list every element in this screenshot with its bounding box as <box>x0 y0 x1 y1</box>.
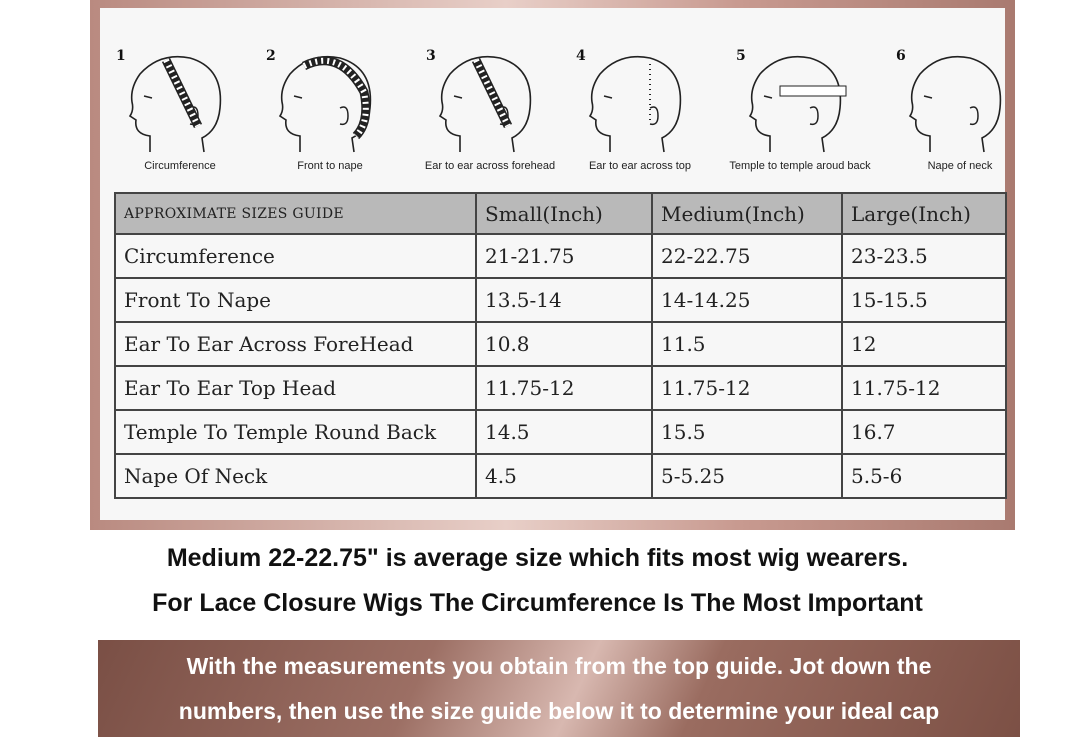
lace-closure-note: For Lace Closure Wigs The Circumference … <box>152 589 923 617</box>
diagram-number: 5 <box>736 48 746 64</box>
head-diagram: 6 Nape of neck <box>890 48 1030 188</box>
size-value-cell: 23-23.5 <box>841 233 1007 279</box>
size-value-cell: 4.5 <box>475 453 653 499</box>
diagram-caption: Circumference <box>144 160 216 172</box>
header-cell: APPROXIMATE SIZES GUIDE <box>114 192 477 235</box>
size-value-cell: 12 <box>841 321 1007 367</box>
banner-line: With the measurements you obtain from th… <box>186 653 932 679</box>
measurement-name-cell: Circumference <box>114 233 477 279</box>
measurement-diagrams: 1 Circumference 2 Front to nape 3 Ear to ear … <box>100 8 1005 188</box>
size-value-cell: 10.8 <box>475 321 653 367</box>
size-value-cell: 14.5 <box>475 409 653 455</box>
table-row: Temple To Temple Round Back 14.5 15.5 16.7 <box>114 409 1007 455</box>
table-row: Circumference 21-21.75 22-22.75 23-23.5 <box>114 233 1007 279</box>
size-value-cell: 11.75-12 <box>475 365 653 411</box>
size-value-cell: 5.5-6 <box>841 453 1007 499</box>
measurement-name-cell: Ear To Ear Top Head <box>114 365 477 411</box>
diagram-number: 3 <box>426 48 436 64</box>
measurement-name-cell: Ear To Ear Across ForeHead <box>114 321 477 367</box>
size-value-cell: 11.75-12 <box>841 365 1007 411</box>
measurement-name-cell: Front To Nape <box>114 277 477 323</box>
size-value-cell: 5-5.25 <box>651 453 843 499</box>
banner-line: numbers, then use the size guide below i… <box>178 698 940 724</box>
size-value-cell: 15.5 <box>651 409 843 455</box>
size-value-cell: 13.5-14 <box>475 277 653 323</box>
diagram-caption: Ear to ear across top <box>588 160 692 172</box>
diagram-number: 6 <box>896 48 906 64</box>
size-value-cell: 22-22.75 <box>651 233 843 279</box>
head-diagram: 4 Ear to ear across top <box>570 48 710 188</box>
diagram-caption: Front to nape <box>297 160 363 172</box>
size-value-cell: 11.5 <box>651 321 843 367</box>
instruction-banner: With the measurements you obtain from th… <box>98 640 1020 737</box>
head-diagram: 5 Temple to temple aroud back <box>729 48 870 188</box>
table-row: Ear To Ear Across ForeHead 10.8 11.5 12 <box>114 321 1007 367</box>
average-size-note: Medium 22-22.75" is average size which f… <box>166 544 909 572</box>
table-row: Nape Of Neck 4.5 5-5.25 5.5-6 <box>114 453 1007 499</box>
header-cell: Large(Inch) <box>841 192 1007 235</box>
size-value-cell: 16.7 <box>841 409 1007 455</box>
head-diagram: 1 Circumference <box>110 48 250 188</box>
table-row: Front To Nape 13.5-14 14-14.25 15-15.5 <box>114 277 1007 323</box>
table-row: Ear To Ear Top Head 11.75-12 11.75-12 11.75… <box>114 365 1007 411</box>
diagram-caption: Ear to ear across forehead <box>424 160 556 172</box>
diagram-caption: Nape of neck <box>927 160 993 172</box>
table-header-row: APPROXIMATE SIZES GUIDE Small(Inch) Medi… <box>114 192 1007 235</box>
diagram-number: 4 <box>576 48 586 64</box>
diagram-number: 1 <box>116 48 126 64</box>
size-value-cell: 15-15.5 <box>841 277 1007 323</box>
diagram-caption: Temple to temple aroud back <box>729 160 871 172</box>
diagram-number: 2 <box>266 48 276 64</box>
head-diagram: 3 Ear to ear across forehead <box>420 48 560 188</box>
size-table: APPROXIMATE SIZES GUIDE Small(Inch) Medi… <box>114 192 1007 499</box>
head-diagram: 2 Front to nape <box>260 48 400 188</box>
size-value-cell: 11.75-12 <box>651 365 843 411</box>
size-guide-panel: 1 Circumference 2 Front to nape 3 Ear to ear … <box>100 8 1007 520</box>
header-cell: Small(Inch) <box>475 192 653 235</box>
measurement-name-cell: Temple To Temple Round Back <box>114 409 477 455</box>
header-cell: Medium(Inch) <box>651 192 843 235</box>
measurement-name-cell: Nape Of Neck <box>114 453 477 499</box>
size-value-cell: 14-14.25 <box>651 277 843 323</box>
size-guide-frame: 1 Circumference 2 Front to nape 3 Ear to ear … <box>90 0 1015 530</box>
size-value-cell: 21-21.75 <box>475 233 653 279</box>
